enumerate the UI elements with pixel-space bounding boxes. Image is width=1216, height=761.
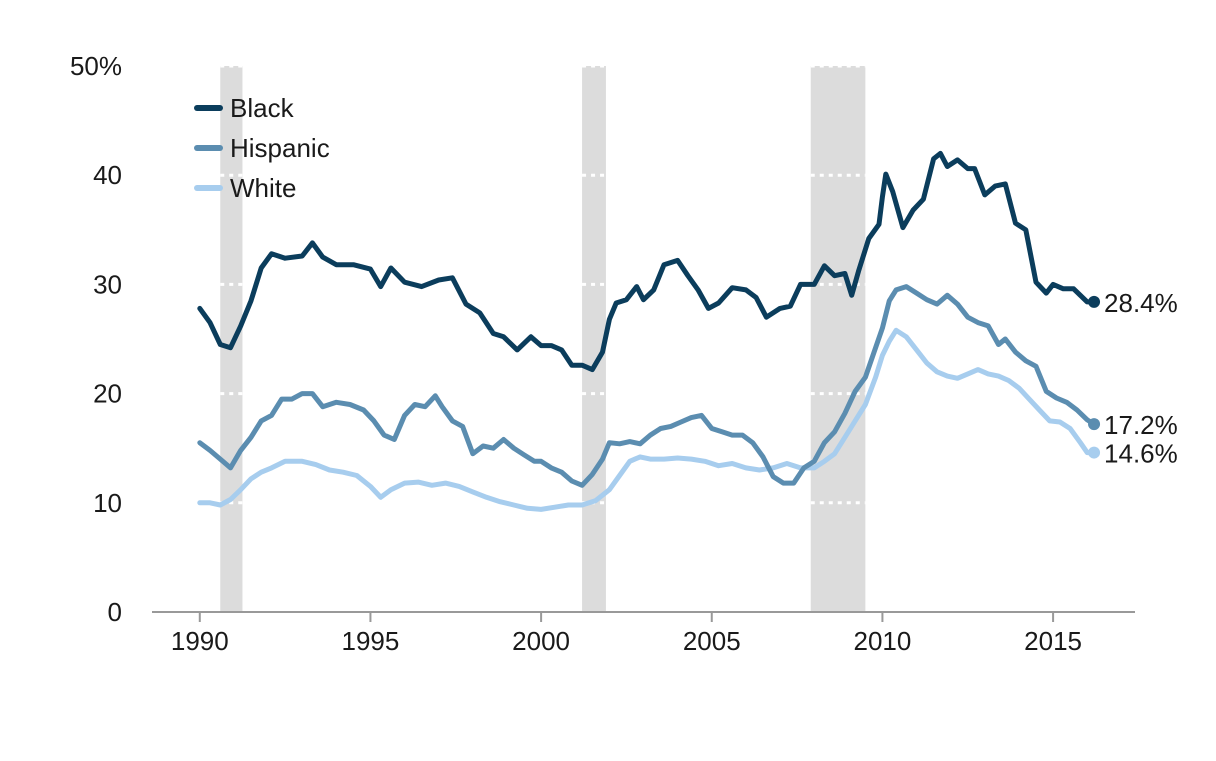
- series-end-point-black: [1088, 295, 1101, 308]
- series-line-hispanic: [197, 284, 1097, 488]
- end-labels: 28.4% 17.2%14.6%: [1104, 288, 1178, 469]
- series-end-point-hispanic: [1088, 418, 1101, 431]
- y-tick-label: 40: [93, 160, 122, 190]
- end-label-white: 14.6%: [1104, 439, 1178, 469]
- legend-label-hispanic: Hispanic: [230, 133, 330, 163]
- recession-band: [220, 66, 243, 612]
- gridlines: [220, 64, 866, 505]
- series-line-black: [197, 150, 1097, 373]
- series-lines: [197, 150, 1101, 512]
- x-axis-ticks: 1990 1995 2000 2005 2010 2015: [171, 612, 1082, 656]
- end-label-black: 28.4%: [1104, 288, 1178, 318]
- y-tick-label: 0: [108, 597, 122, 627]
- x-tick-label: 2010: [854, 626, 912, 656]
- legend-label-white: White: [230, 173, 296, 203]
- end-label-hispanic: 17.2%: [1104, 410, 1178, 440]
- recession-band: [810, 66, 866, 612]
- x-tick-label: 2015: [1024, 626, 1082, 656]
- y-tick-label: 10: [93, 488, 122, 518]
- recession-band: [582, 66, 606, 612]
- y-tick-label: 30: [93, 269, 122, 299]
- series-line-white: [197, 327, 1097, 512]
- y-tick-label: 50%: [70, 51, 122, 81]
- y-axis-ticks: 0 10 20 30 40 50%: [70, 51, 122, 627]
- x-tick-label: 1995: [342, 626, 400, 656]
- recession-bands: [220, 66, 866, 612]
- x-tick-label: 2000: [512, 626, 570, 656]
- series-end-point-white: [1088, 446, 1101, 459]
- legend: Black Hispanic White: [194, 93, 330, 203]
- x-tick-label: 1990: [171, 626, 229, 656]
- legend-label-black: Black: [230, 93, 295, 123]
- y-tick-label: 20: [93, 379, 122, 409]
- x-tick-label: 2005: [683, 626, 741, 656]
